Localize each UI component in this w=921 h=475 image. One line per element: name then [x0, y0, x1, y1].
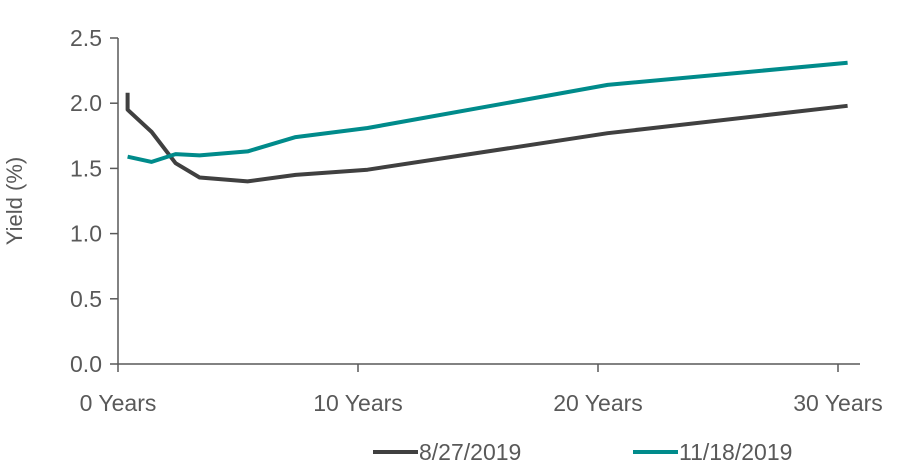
legend-label: 11/18/2019	[679, 439, 792, 465]
series-line-2	[127, 60, 848, 164]
x-tick-label: 0 Years	[80, 390, 157, 416]
y-axis: 0.0 0.5 1.0 1.5 2.0 2.5	[70, 25, 119, 377]
legend-label: 8/27/2019	[419, 439, 521, 465]
x-tick-label: 10 Years	[313, 390, 403, 416]
y-tick-label: 0.5	[70, 286, 102, 312]
y-tick-label: 0.0	[70, 351, 102, 377]
y-tick-label: 1.0	[70, 221, 102, 247]
y-axis-title: Yield (%)	[2, 157, 27, 245]
x-tick-label: 30 Years	[793, 390, 883, 416]
series-layer	[125, 60, 848, 184]
y-tick-label: 2.0	[70, 90, 102, 116]
x-axis: 0 Years 10 Years 20 Years 30 Years	[80, 363, 883, 416]
series-line-1	[125, 92, 848, 184]
y-tick-label: 2.5	[70, 25, 102, 51]
x-tick-label: 20 Years	[553, 390, 643, 416]
y-tick-label: 1.5	[70, 155, 102, 181]
legend: 8/27/2019 11/18/2019	[373, 439, 792, 465]
